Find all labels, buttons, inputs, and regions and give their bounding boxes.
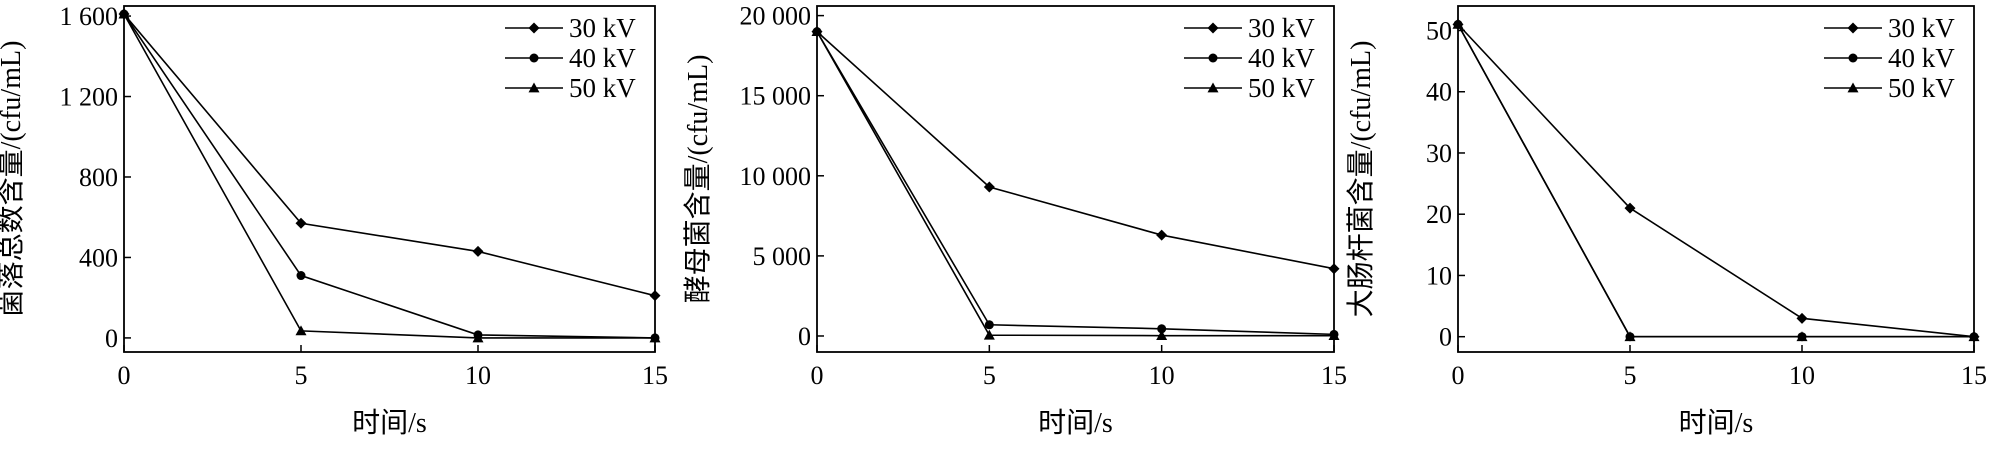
data-point-circle bbox=[984, 320, 994, 330]
data-point-triangle bbox=[1328, 330, 1340, 341]
data-point-diamond bbox=[295, 217, 307, 229]
x-tick-label: 5 bbox=[295, 361, 308, 390]
y-tick-label: 5 000 bbox=[753, 242, 812, 271]
legend-marker bbox=[1848, 53, 1858, 63]
chart-panel-3: 0 5 10 15 0 10 20 30 40 50 时间/s 大肠杆菌含量/(cfu/mL) 30 k… bbox=[1345, 5, 1987, 439]
x-tick-label: 5 bbox=[1624, 361, 1637, 390]
data-point-triangle bbox=[811, 26, 823, 37]
data-point-diamond bbox=[649, 290, 661, 302]
series-line-1 bbox=[123, 13, 656, 297]
data-point-diamond bbox=[1624, 202, 1636, 214]
x-axis-label: 时间/s bbox=[1038, 407, 1113, 439]
y-tick-label: 20 000 bbox=[740, 2, 812, 31]
data-point-triangle bbox=[295, 325, 307, 336]
data-point-triangle bbox=[118, 8, 130, 19]
series-line-2 bbox=[123, 13, 656, 339]
data-point-diamond bbox=[1156, 229, 1168, 241]
y-axis-label: 酵母菌含量/(cfu/mL) bbox=[682, 55, 714, 304]
y-tick-label: 400 bbox=[79, 243, 118, 272]
legend-label: 40 kV bbox=[569, 43, 636, 73]
y-tick-label: 1 600 bbox=[60, 2, 119, 31]
chart-panel-1: 0 5 10 15 0 400 800 1 200 1 600 时间/s 菌落总数含量/(cfu/m… bbox=[0, 2, 668, 439]
legend-marker bbox=[1847, 22, 1859, 34]
legend-label: 30 kV bbox=[1888, 13, 1955, 43]
series-line-3 bbox=[816, 31, 1334, 337]
y-tick-label: 15 000 bbox=[740, 82, 812, 111]
legend-marker bbox=[528, 22, 540, 34]
legend-marker bbox=[1847, 82, 1859, 93]
x-tick-label: 0 bbox=[118, 361, 131, 390]
data-point-triangle bbox=[1968, 331, 1980, 342]
series-line-3 bbox=[1457, 23, 1974, 338]
series-line-1 bbox=[1457, 23, 1975, 338]
legend-label: 50 kV bbox=[1248, 73, 1315, 103]
data-point-diamond bbox=[472, 245, 484, 257]
data-point-triangle bbox=[1452, 18, 1464, 29]
plot-frame bbox=[816, 5, 1335, 353]
legend-label: 30 kV bbox=[1248, 13, 1315, 43]
legend-label: 50 kV bbox=[569, 73, 636, 103]
chart-panel-2: 0 5 10 15 0 5 000 10 000 15 000 20 000 时间/s 酵母菌含量/… bbox=[682, 2, 1347, 439]
x-tick-label: 15 bbox=[1961, 361, 1987, 390]
y-tick-label: 0 bbox=[798, 322, 811, 351]
x-tick-label: 0 bbox=[1452, 361, 1465, 390]
legend-label: 40 kV bbox=[1888, 43, 1955, 73]
data-point-circle bbox=[1157, 324, 1167, 334]
data-point-diamond bbox=[983, 181, 995, 193]
x-tick-label: 10 bbox=[1149, 361, 1175, 390]
series-line-1 bbox=[816, 31, 1335, 270]
x-tick-label: 10 bbox=[1789, 361, 1815, 390]
y-tick-label: 0 bbox=[1439, 323, 1452, 352]
series-line-2 bbox=[816, 31, 1335, 336]
data-point-triangle bbox=[1624, 331, 1636, 342]
x-tick-label: 5 bbox=[983, 361, 996, 390]
y-tick-label: 40 bbox=[1426, 78, 1452, 107]
legend-label: 30 kV bbox=[569, 13, 636, 43]
data-point-triangle bbox=[1796, 331, 1808, 342]
y-tick-label: 30 bbox=[1426, 139, 1452, 168]
x-tick-label: 10 bbox=[465, 361, 491, 390]
y-tick-label: 10 bbox=[1426, 261, 1452, 290]
data-point-triangle bbox=[649, 332, 661, 343]
data-point-diamond bbox=[1796, 312, 1808, 324]
data-point-triangle bbox=[1156, 330, 1168, 341]
y-tick-label: 1 200 bbox=[60, 83, 119, 112]
x-axis-label: 时间/s bbox=[352, 407, 427, 439]
plot-frame bbox=[1457, 5, 1975, 353]
legend-marker bbox=[1207, 22, 1219, 34]
plot-frame bbox=[123, 5, 656, 353]
y-tick-label: 800 bbox=[79, 163, 118, 192]
legend-marker bbox=[528, 82, 540, 93]
x-tick-label: 15 bbox=[1321, 361, 1347, 390]
legend-marker bbox=[529, 53, 539, 63]
y-tick-label: 50 bbox=[1426, 16, 1452, 45]
y-axis-label: 大肠杆菌含量/(cfu/mL) bbox=[1345, 41, 1377, 318]
y-tick-label: 10 000 bbox=[740, 162, 812, 191]
x-axis-label: 时间/s bbox=[1679, 407, 1754, 439]
legend-marker bbox=[1208, 53, 1218, 63]
data-point-circle bbox=[296, 271, 306, 281]
data-point-diamond bbox=[1328, 263, 1340, 275]
y-axis-label: 菌落总数含量/(cfu/mL) bbox=[0, 41, 27, 318]
y-tick-label: 0 bbox=[105, 324, 118, 353]
legend-label: 40 kV bbox=[1248, 43, 1315, 73]
series-line-3 bbox=[123, 13, 655, 339]
y-tick-label: 20 bbox=[1426, 200, 1452, 229]
data-point-triangle bbox=[472, 332, 484, 343]
x-tick-label: 0 bbox=[811, 361, 824, 390]
legend-marker bbox=[1207, 82, 1219, 93]
data-point-triangle bbox=[983, 329, 995, 340]
legend-label: 50 kV bbox=[1888, 73, 1955, 103]
x-tick-label: 15 bbox=[642, 361, 668, 390]
